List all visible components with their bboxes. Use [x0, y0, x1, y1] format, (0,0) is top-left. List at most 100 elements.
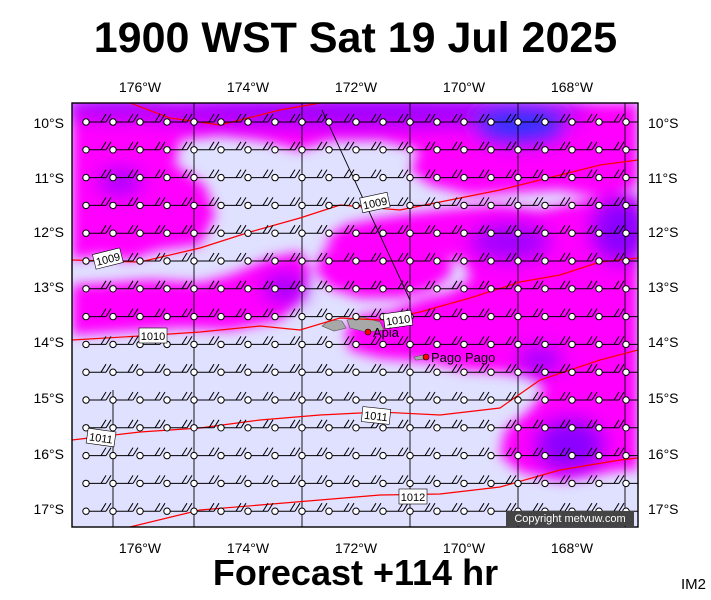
- place-markers: Apia Pago Pago: [364, 325, 495, 365]
- copyright-box: [506, 511, 634, 526]
- station-circle: [163, 507, 171, 515]
- station-circle: [217, 368, 225, 376]
- station-circle: [109, 146, 117, 154]
- station-circle: [298, 118, 306, 126]
- station-circle: [433, 312, 441, 321]
- station-circle: [190, 173, 198, 182]
- station-circle: [379, 118, 387, 126]
- station-circle: [433, 396, 441, 404]
- station-circle: [163, 451, 171, 460]
- station-circle: [622, 173, 630, 182]
- station-circle: [379, 173, 387, 182]
- station-circle: [217, 507, 225, 515]
- station-circle: [595, 285, 603, 293]
- station-circle: [109, 479, 117, 488]
- lat-label: 16°S: [648, 446, 679, 462]
- station-circle: [244, 507, 252, 515]
- wind-barbs: [82, 113, 638, 515]
- station-circle: [595, 479, 603, 488]
- lat-label: 10°S: [648, 115, 679, 131]
- station-circle: [460, 229, 468, 237]
- station-circle: [271, 257, 279, 265]
- station-circle: [325, 201, 333, 210]
- station-circle: [82, 396, 90, 404]
- station-circle: [244, 229, 252, 237]
- station-circle: [568, 118, 576, 126]
- lat-label: 12°S: [648, 224, 679, 240]
- station-circle: [568, 285, 576, 293]
- station-circle: [217, 173, 225, 182]
- station-circle: [190, 312, 198, 321]
- station-circle: [433, 479, 441, 488]
- station-circle: [82, 424, 90, 432]
- isobar-label: 1010: [385, 313, 411, 328]
- station-circle: [136, 507, 144, 515]
- station-circle: [379, 451, 387, 460]
- station-circle: [217, 146, 225, 154]
- station-circle: [622, 312, 630, 321]
- station-circle: [190, 229, 198, 237]
- station-circle: [109, 201, 117, 210]
- isobar-label: 1009: [95, 251, 122, 269]
- station-circle: [352, 118, 360, 126]
- station-circle: [190, 479, 198, 488]
- station-circle: [325, 451, 333, 460]
- station-circle: [136, 451, 144, 460]
- station-circle: [514, 312, 522, 321]
- station-circle: [595, 173, 603, 182]
- station-circle: [190, 201, 198, 210]
- station-circle: [244, 396, 252, 404]
- station-circle: [379, 507, 387, 515]
- station-circle: [109, 229, 117, 237]
- isobar-label: 1011: [364, 410, 389, 424]
- station-circle: [325, 118, 333, 126]
- station-circle: [514, 146, 522, 154]
- station-circle: [163, 257, 171, 265]
- station-circle: [217, 118, 225, 126]
- station-circle: [541, 201, 549, 210]
- station-circle: [433, 368, 441, 376]
- lat-labels-right: 10°S 11°S 12°S 13°S 14°S 15°S 16°S 17°S: [648, 115, 679, 517]
- station-circle: [244, 173, 252, 182]
- station-circle: [298, 479, 306, 488]
- station-circle: [622, 451, 630, 460]
- station-circle: [109, 368, 117, 376]
- station-circle: [595, 340, 603, 349]
- station-circle: [541, 340, 549, 349]
- station-circle: [325, 507, 333, 515]
- station-circle: [487, 451, 495, 460]
- station-circle: [271, 340, 279, 349]
- lon-label: 174°W: [227, 79, 270, 95]
- lon-label: 176°W: [119, 79, 162, 95]
- station-circle: [244, 424, 252, 432]
- station-circle: [217, 340, 225, 349]
- station-circle: [82, 118, 90, 126]
- station-circle: [352, 424, 360, 432]
- station-circle: [298, 396, 306, 404]
- station-circle: [82, 507, 90, 515]
- isobar-label: 1012: [401, 492, 425, 504]
- station-circle: [271, 173, 279, 182]
- lat-label: 14°S: [33, 334, 64, 350]
- station-circle: [487, 368, 495, 376]
- isobar-label: 1010: [141, 331, 165, 343]
- station-circle: [541, 285, 549, 293]
- station-circle: [514, 285, 522, 293]
- station-circle: [460, 173, 468, 182]
- station-circle: [568, 479, 576, 488]
- isobar-label: 1009: [362, 196, 388, 213]
- station-circle: [325, 424, 333, 432]
- station-circle: [244, 451, 252, 460]
- station-circle: [514, 340, 522, 349]
- copyright-text: Copyright metvuw.com: [514, 513, 625, 525]
- station-circle: [271, 451, 279, 460]
- lat-label: 17°S: [33, 501, 64, 517]
- station-circle: [406, 340, 414, 349]
- lat-label: 13°S: [33, 279, 64, 295]
- station-circle: [298, 229, 306, 237]
- station-circle: [217, 285, 225, 293]
- station-circle: [325, 229, 333, 237]
- station-circle: [514, 479, 522, 488]
- station-circle: [298, 146, 306, 154]
